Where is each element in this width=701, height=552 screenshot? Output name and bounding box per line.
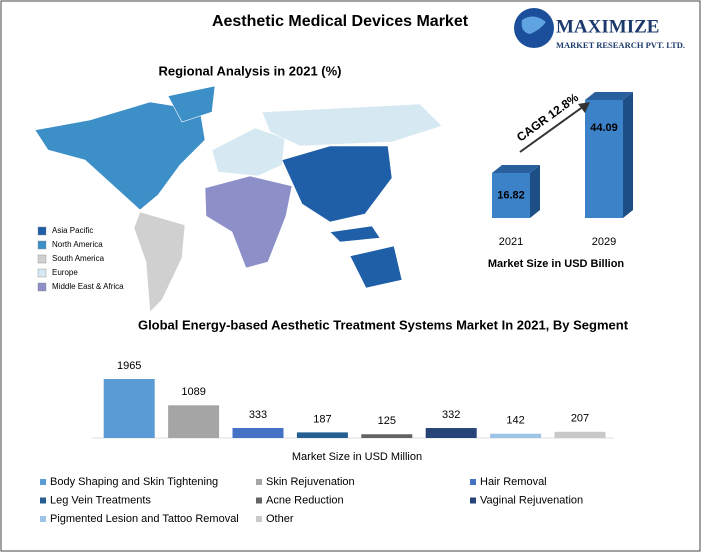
bar-top bbox=[585, 92, 633, 100]
segment-chart: 1965 Body Shaping and Skin Tightening 1089… bbox=[40, 360, 614, 525]
asia bbox=[281, 145, 393, 223]
bar bbox=[585, 100, 623, 218]
x-axis-label: Market Size in USD Billion bbox=[488, 258, 625, 270]
bar bbox=[361, 434, 413, 438]
value-label: 1965 bbox=[117, 360, 141, 372]
legend-label: Vaginal Rejuvenation bbox=[480, 494, 583, 506]
bar bbox=[425, 428, 477, 438]
legend-label: Asia Pacific bbox=[52, 226, 93, 235]
value-label: 333 bbox=[249, 409, 267, 421]
legend-swatch bbox=[37, 282, 47, 292]
cagr-arrowhead bbox=[578, 102, 590, 113]
bar bbox=[296, 432, 348, 438]
africa bbox=[204, 175, 293, 269]
x-tick-label: 2021 bbox=[499, 236, 523, 248]
legend-label: North America bbox=[52, 240, 103, 249]
value-label: 187 bbox=[313, 413, 331, 425]
legend-swatch bbox=[40, 497, 46, 504]
legend-swatch bbox=[37, 240, 47, 250]
map-title: Regional Analysis in 2021 (%) bbox=[158, 63, 341, 78]
legend-swatch bbox=[40, 516, 46, 522]
logo-land bbox=[521, 16, 546, 34]
cagr-arrow bbox=[519, 105, 585, 153]
value-label: 207 bbox=[571, 413, 589, 425]
value-label: 16.82 bbox=[497, 189, 525, 201]
value-label: 142 bbox=[506, 415, 524, 427]
bar bbox=[103, 379, 155, 438]
legend-swatch bbox=[256, 516, 262, 522]
legend-swatch bbox=[470, 479, 476, 485]
legend-label: Body Shaping and Skin Tightening bbox=[50, 476, 218, 488]
russia bbox=[261, 103, 443, 147]
bar bbox=[168, 405, 220, 438]
legend-label: Middle East & Africa bbox=[52, 282, 124, 291]
bar-top bbox=[492, 164, 540, 173]
logo-tagline: MARKET RESEARCH PVT. LTD. bbox=[556, 40, 685, 50]
australia bbox=[349, 245, 403, 289]
bar bbox=[232, 428, 284, 438]
south-america bbox=[133, 211, 186, 313]
indonesia bbox=[329, 225, 381, 243]
north-america bbox=[34, 101, 206, 211]
segment-chart-title: Global Energy-based Aesthetic Treatment … bbox=[138, 317, 629, 332]
legend-label: Skin Rejuvenation bbox=[266, 476, 355, 488]
bar-side bbox=[623, 92, 633, 218]
legend-label: Other bbox=[266, 513, 294, 525]
bar-side bbox=[530, 164, 540, 218]
bar bbox=[492, 172, 530, 218]
legend-swatch bbox=[37, 268, 47, 278]
legend-swatch bbox=[40, 479, 46, 485]
legend-label: Acne Reduction bbox=[266, 494, 344, 506]
world-map bbox=[34, 85, 443, 313]
legend-label: Hair Removal bbox=[480, 476, 547, 488]
legend-label: Leg Vein Treatments bbox=[50, 494, 151, 506]
value-label: 1089 bbox=[181, 386, 205, 398]
legend-swatch bbox=[256, 479, 262, 485]
bar bbox=[490, 433, 542, 438]
value-label: 44.09 bbox=[590, 122, 618, 134]
bar bbox=[554, 431, 606, 438]
legend-swatch bbox=[256, 497, 262, 504]
legend-swatch bbox=[37, 226, 47, 236]
greenland bbox=[167, 85, 216, 123]
legend-swatch bbox=[37, 254, 47, 264]
legend-label: South America bbox=[52, 254, 105, 263]
value-label: 332 bbox=[442, 409, 460, 421]
logo-name: MAXIMIZE bbox=[556, 16, 659, 37]
map-legend: Asia Pacific North America South America Eu… bbox=[37, 226, 124, 292]
main-title: Aesthetic Medical Devices Market bbox=[212, 13, 469, 30]
legend-swatch bbox=[470, 497, 476, 504]
value-label: 125 bbox=[378, 415, 396, 427]
europe bbox=[211, 127, 286, 177]
x-axis-label: Market Size in USD Million bbox=[292, 451, 422, 463]
legend-label: Pigmented Lesion and Tattoo Removal bbox=[50, 513, 239, 525]
x-tick-label: 2029 bbox=[592, 236, 616, 248]
legend-label: Europe bbox=[52, 268, 78, 277]
